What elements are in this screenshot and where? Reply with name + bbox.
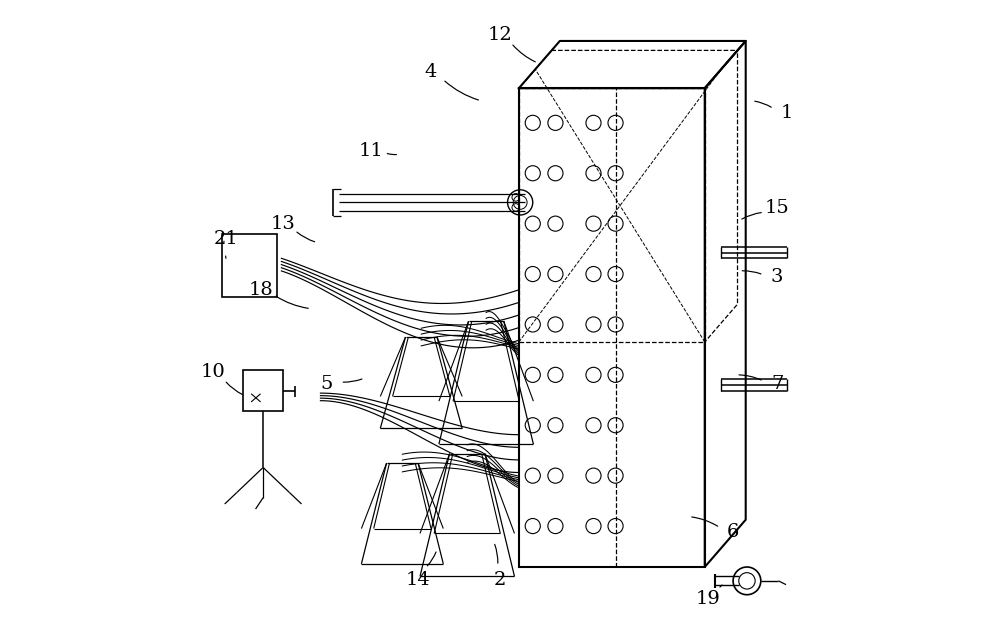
Text: 19: 19: [695, 590, 720, 607]
Text: 10: 10: [201, 363, 226, 381]
Bar: [222, 234, 277, 297]
Text: 21: 21: [214, 231, 238, 248]
Text: 2: 2: [494, 571, 506, 588]
Text: 14: 14: [406, 571, 430, 588]
Bar: [519, 88, 705, 342]
Bar: [243, 370, 283, 411]
Text: 1: 1: [780, 105, 793, 122]
Text: 4: 4: [425, 64, 437, 81]
Text: 5: 5: [321, 375, 333, 393]
Text: 11: 11: [358, 142, 383, 160]
Text: 18: 18: [248, 281, 273, 299]
Text: 6: 6: [727, 524, 739, 541]
Bar: [519, 88, 705, 567]
Text: 7: 7: [771, 375, 783, 393]
Text: 12: 12: [488, 26, 512, 43]
Text: 13: 13: [270, 215, 295, 232]
Text: 15: 15: [765, 199, 790, 217]
Text: 3: 3: [771, 268, 783, 286]
